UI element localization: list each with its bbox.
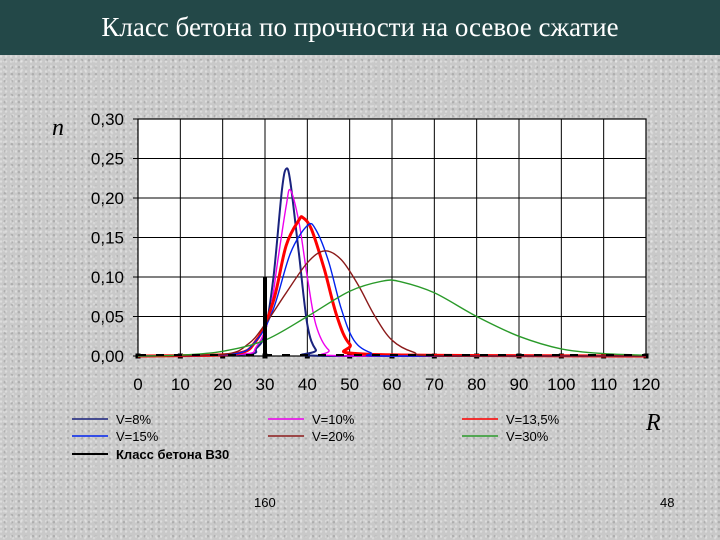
- y-tick-label: 0,25: [91, 150, 124, 169]
- y-tick-label: 0,10: [91, 268, 124, 287]
- x-tick-label: 80: [467, 375, 486, 394]
- x-tick-label: 100: [547, 375, 575, 394]
- x-tick-label: 10: [171, 375, 190, 394]
- y-tick-label: 0,05: [91, 308, 124, 327]
- legend-label: Класс бетона В30: [116, 447, 229, 462]
- x-tick-label: 20: [213, 375, 232, 394]
- chart-grid: [133, 118, 649, 359]
- x-tick-label: 120: [632, 375, 660, 394]
- series-line-2: [137, 188, 646, 357]
- x-tick-label: 0: [133, 375, 142, 394]
- footer-left-number: 160: [254, 495, 276, 510]
- legend: V=8% V=10% V=13,5% V=15% V=20% V=30% Класс бет…: [72, 412, 560, 462]
- title-bar: Класс бетона по прочности на осевое сжат…: [0, 0, 720, 55]
- x-tick-label: 70: [425, 375, 444, 394]
- footer-page-number: 48: [660, 495, 675, 510]
- legend-label: V=15%: [116, 429, 159, 444]
- x-tick-label: 30: [256, 375, 275, 394]
- x-tick-label: 50: [340, 375, 359, 394]
- y-tick-label: 0,15: [91, 229, 124, 248]
- y-tick-label: 0,30: [91, 110, 124, 129]
- series-line-4: [137, 222, 646, 357]
- slide-title: Класс бетона по прочности на осевое сжат…: [101, 12, 619, 42]
- legend-label: V=30%: [506, 429, 549, 444]
- x-tick-label: 110: [590, 375, 617, 394]
- y-tick-label: 0,00: [91, 347, 124, 366]
- legend-label: V=13,5%: [506, 412, 560, 427]
- x-tick-label: 90: [510, 375, 529, 394]
- class-marker: [138, 277, 646, 356]
- tick-labels: 0 10 20 30 40 50 60 70 80 90 100 110 120 0,00 0,05 0,10…: [91, 110, 660, 394]
- x-axis-label: R: [645, 410, 661, 436]
- y-tick-label: 0,20: [91, 189, 124, 208]
- y-axis-label: n: [52, 115, 64, 141]
- series-line-6: [137, 279, 647, 357]
- legend-label: V=8%: [116, 412, 151, 427]
- x-tick-label: 60: [383, 375, 402, 394]
- series-line-5: [137, 250, 646, 357]
- x-tick-label: 40: [298, 375, 317, 394]
- legend-label: V=20%: [312, 429, 355, 444]
- legend-label: V=10%: [312, 412, 355, 427]
